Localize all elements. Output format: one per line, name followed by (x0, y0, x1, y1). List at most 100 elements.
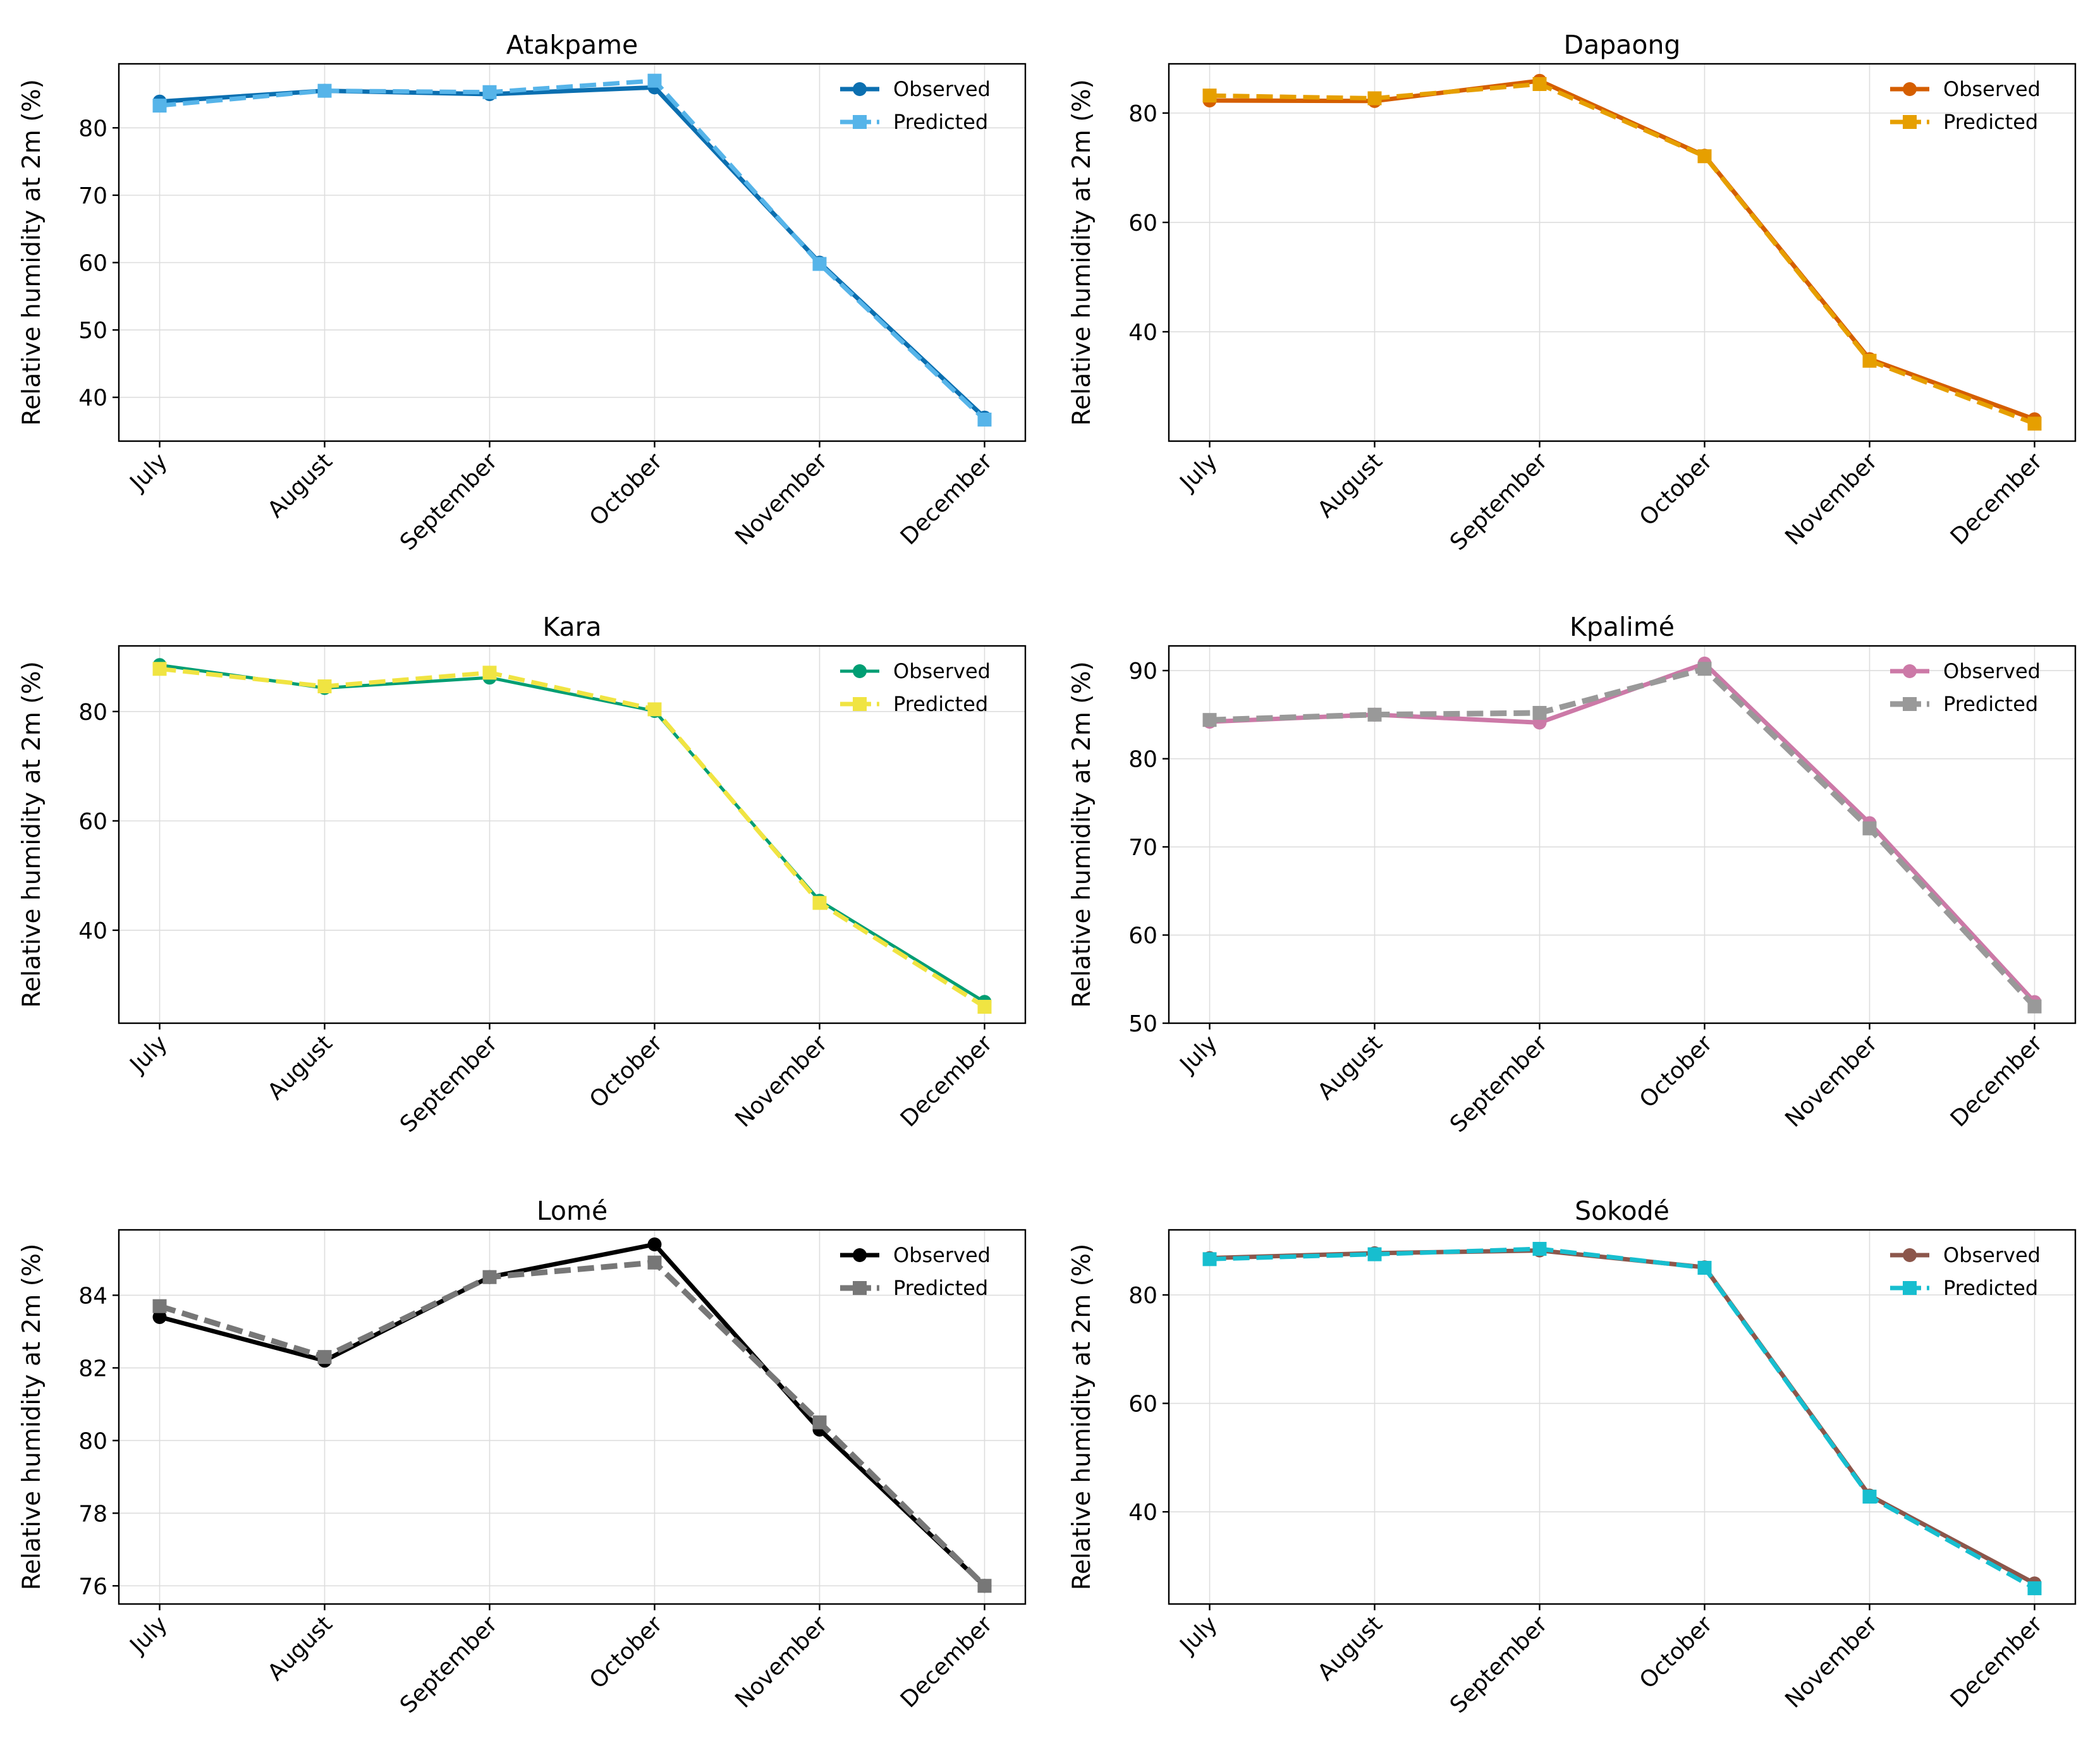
y-tick-label: 40 (1128, 320, 1157, 346)
chart-panel-3: 40 60 80 July August September October November… (18, 612, 1027, 1138)
axes-frame (1168, 1229, 2077, 1605)
data-point-predicted (1697, 149, 1712, 164)
y-tick-label: 60 (78, 250, 107, 276)
y-tick-label: 80 (1128, 101, 1157, 127)
series-line-predicted (159, 666, 986, 1009)
x-tick-label: October (585, 1030, 668, 1113)
chart-panel-5: 76 78 80 82 84 July August September October Nove… (18, 1196, 1027, 1718)
data-point-predicted (647, 1255, 662, 1270)
data-point-predicted (482, 85, 497, 99)
x-tick-label: September (1445, 1030, 1553, 1138)
legend: Observed Predicted (1890, 659, 2041, 716)
axes-frame (1168, 63, 2077, 442)
x-tick-label: July (125, 448, 173, 496)
series-line-predicted (159, 1260, 987, 1588)
y-tick-label: 70 (78, 183, 107, 209)
chart-title: Kpalimé (1570, 612, 1675, 642)
data-point-predicted (1367, 91, 1382, 106)
data-point-predicted (482, 665, 497, 680)
y-tick-label: 40 (78, 918, 107, 944)
x-tick-label: August (1313, 1611, 1388, 1686)
data-point-predicted (1532, 1242, 1547, 1256)
data-point-predicted (977, 412, 992, 427)
legend-label: Predicted (893, 110, 988, 134)
data-point-predicted (1697, 662, 1712, 676)
x-tick-label: December (896, 448, 998, 550)
chart-panel-6: 40 60 80 July August September October November… (1068, 1196, 2077, 1718)
y-axis-label: Relative humidity at 2m (%) (18, 79, 46, 426)
y-axis-label: Relative humidity at 2m (%) (1068, 1244, 1096, 1591)
data-point-predicted (1862, 821, 1877, 835)
x-tick-label: November (1780, 448, 1883, 550)
x-tick-label: November (730, 1030, 833, 1133)
legend: Observed Predicted (1890, 1243, 2041, 1300)
y-tick-label: 76 (78, 1574, 107, 1600)
legend-label: Predicted (893, 1276, 988, 1300)
data-point-predicted (977, 1000, 992, 1014)
data-point-predicted (1862, 1490, 1877, 1504)
legend-marker (853, 1248, 867, 1262)
data-point-predicted (152, 662, 167, 676)
series-line-observed (159, 1242, 986, 1588)
plot-area (119, 64, 1025, 441)
legend-marker (1903, 1281, 1917, 1295)
legend-marker (853, 115, 867, 129)
legend-marker (853, 1281, 867, 1295)
data-point-predicted (1367, 707, 1382, 722)
data-point-predicted (2027, 1581, 2042, 1596)
x-tick-label: December (1946, 448, 2048, 550)
x-tick-label: November (730, 1611, 833, 1713)
data-point-predicted (317, 679, 332, 694)
axes-frame (118, 1229, 1027, 1605)
x-tick-label: August (1313, 1030, 1388, 1105)
data-point-predicted (317, 83, 332, 98)
y-tick-label: 84 (78, 1283, 107, 1309)
chart-title: Lomé (537, 1196, 607, 1226)
legend-label: Predicted (1943, 1276, 2038, 1300)
legend: Observed Predicted (840, 659, 991, 716)
y-tick-label: 80 (1128, 1283, 1157, 1309)
x-tick-label: July (125, 1611, 173, 1659)
x-tick-label: November (730, 448, 833, 550)
x-tick-label: October (1635, 1611, 1718, 1694)
legend: Observed Predicted (840, 77, 991, 134)
x-tick-label: July (125, 1030, 173, 1078)
legend-label: Observed (1943, 77, 2041, 101)
y-tick-label: 50 (78, 318, 107, 344)
legend-label: Observed (893, 1243, 991, 1267)
axes-frame (118, 645, 1027, 1024)
legend-label: Predicted (893, 692, 988, 716)
data-point-predicted (152, 99, 167, 113)
chart-panel-2: 40 60 80 July August September October November… (1068, 30, 2077, 556)
x-tick-label: October (1635, 448, 1718, 531)
x-tick-label: September (395, 1611, 503, 1718)
data-point-predicted (1202, 1252, 1217, 1267)
legend-label: Predicted (1943, 110, 2038, 134)
y-tick-label: 78 (78, 1501, 107, 1527)
data-point-predicted (647, 73, 662, 88)
chart-title: Dapaong (1564, 30, 1681, 60)
chart-title: Kara (542, 612, 601, 642)
legend: Observed Predicted (1890, 77, 2041, 134)
y-axis-label: Relative humidity at 2m (%) (18, 661, 46, 1008)
data-point-predicted (2027, 999, 2042, 1014)
data-point-predicted (1532, 77, 1547, 92)
axes-frame (118, 63, 1027, 442)
x-tick-label: December (1946, 1611, 2048, 1713)
data-point-predicted (1202, 88, 1217, 103)
series-line-predicted (1209, 82, 2036, 426)
y-tick-label: 80 (78, 1428, 107, 1454)
chart-panel-1: 40 50 60 70 80 July August September October Nove… (18, 30, 1027, 556)
legend-marker (853, 664, 867, 678)
data-point-predicted (152, 1299, 167, 1313)
series-line-observed (1209, 661, 2037, 1004)
x-tick-label: August (1313, 448, 1388, 523)
x-tick-label: July (1175, 1611, 1223, 1659)
axes-frame (1168, 645, 2077, 1024)
y-axis-label: Relative humidity at 2m (%) (18, 1244, 46, 1591)
legend: Observed Predicted (840, 1243, 991, 1300)
y-tick-label: 40 (78, 386, 107, 411)
y-tick-label: 80 (78, 700, 107, 726)
y-axis-label: Relative humidity at 2m (%) (1068, 661, 1096, 1008)
